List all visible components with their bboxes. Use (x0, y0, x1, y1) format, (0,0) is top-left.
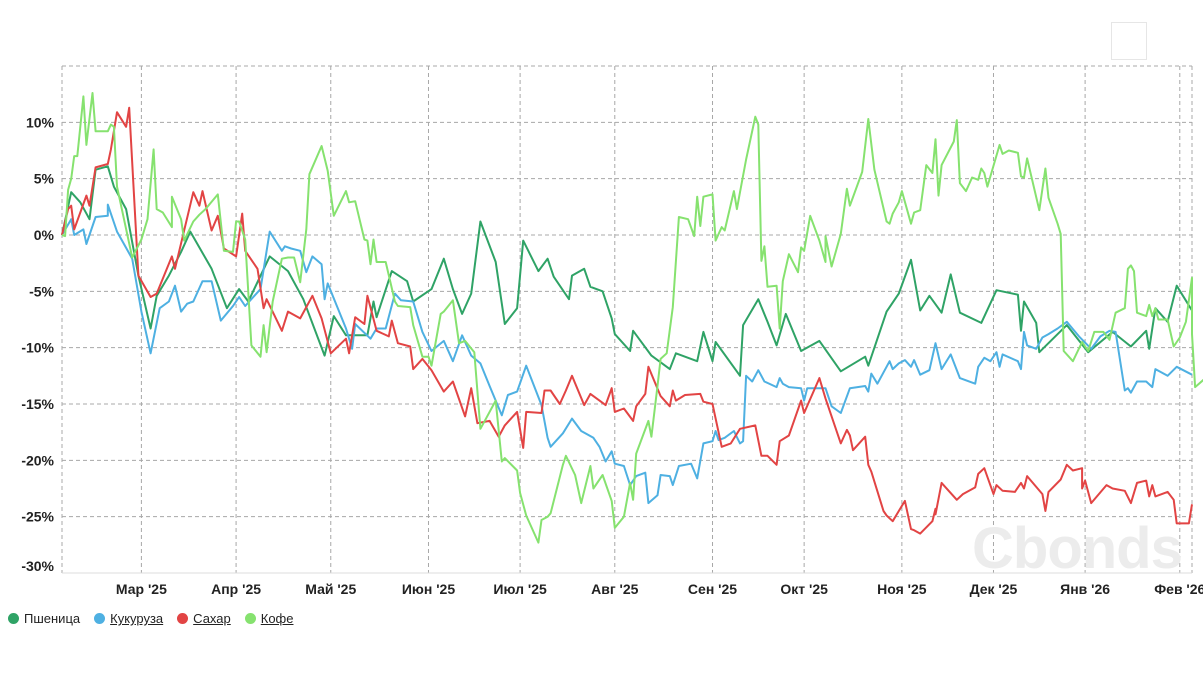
x-tick-label: Авг '25 (591, 581, 639, 597)
y-tick-label: -20% (21, 452, 54, 468)
x-tick-label: Окт '25 (780, 581, 828, 597)
x-tick-label: Мар '25 (116, 581, 167, 597)
y-tick-label: -15% (21, 396, 54, 412)
y-tick-label: 5% (34, 171, 55, 187)
legend-dot-icon (177, 613, 189, 624)
cbonds-watermark: Cbonds (972, 516, 1182, 581)
y-tick-label: -30% (21, 558, 54, 574)
legend-item[interactable]: Пшеница (8, 611, 80, 626)
series-line-Кофе (61, 92, 1203, 544)
legend-label: Кукуруза (110, 611, 164, 626)
y-tick-label: -25% (21, 509, 54, 525)
y-tick-label: -10% (21, 340, 54, 356)
chart-menu-button[interactable] (1111, 22, 1147, 60)
x-tick-label: Дек '25 (970, 581, 1018, 597)
x-tick-label: Фев '26 (1154, 581, 1203, 597)
legend-label: Кофе (260, 611, 294, 626)
grid (61, 65, 1193, 574)
x-tick-label: Янв '26 (1060, 581, 1110, 597)
y-tick-label: 0% (34, 227, 55, 243)
legend-dot-icon (244, 613, 256, 624)
y-tick-label: 10% (26, 114, 55, 130)
series-line-Кукуруза (61, 203, 1193, 505)
x-tick-label: Апр '25 (211, 581, 261, 597)
x-tick-label: Май '25 (305, 581, 356, 597)
series-line-Сахар (61, 106, 1193, 535)
legend-item[interactable]: Сахар (177, 611, 231, 626)
legend-item[interactable]: Кофе (244, 611, 294, 626)
legend-dot-icon (94, 613, 106, 624)
x-tick-label: Июн '25 (402, 581, 455, 597)
x-tick-label: Ноя '25 (877, 581, 927, 597)
legend-dot-icon (8, 613, 19, 624)
legend-label: Сахар (193, 611, 231, 626)
x-tick-label: Сен '25 (688, 581, 737, 597)
series-lines (61, 92, 1203, 544)
legend: Пшеница Кукуруза Сахар Кофе (8, 611, 293, 626)
x-axis: Мар '25 Апр '25 Май '25 Июн '25 Июл '25 Авг '… (116, 581, 1203, 597)
series-line-Пшеница (61, 165, 1193, 377)
x-tick-label: Июл '25 (493, 581, 547, 597)
legend-label: Пшеница (24, 611, 81, 626)
legend-item[interactable]: Кукуруза (94, 611, 163, 626)
y-tick-label: -5% (29, 283, 54, 299)
y-axis: 10% 5% 0% -5% -10% -15% -20% -25% -30% (21, 114, 54, 574)
